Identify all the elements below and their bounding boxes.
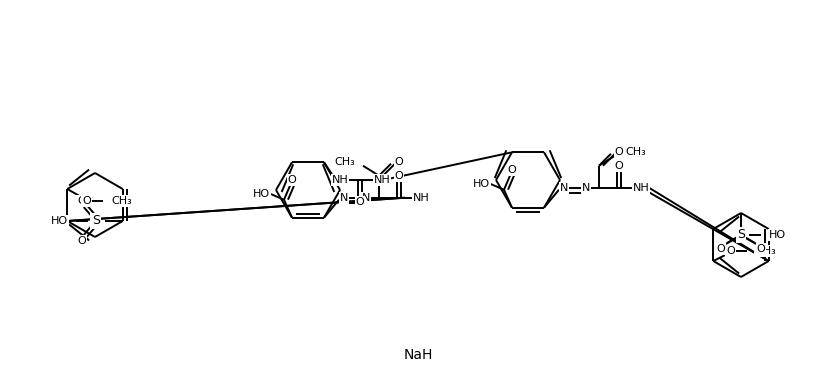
Text: O: O: [82, 196, 90, 206]
Text: CH₃: CH₃: [755, 246, 776, 256]
Text: O: O: [614, 161, 624, 171]
Text: HO: HO: [252, 189, 270, 199]
Text: NH: NH: [374, 175, 390, 185]
Text: O: O: [395, 157, 404, 167]
Text: O: O: [726, 246, 735, 256]
Text: NH: NH: [332, 175, 349, 185]
Text: O: O: [355, 197, 364, 207]
Text: O: O: [288, 175, 297, 185]
Text: O: O: [507, 165, 517, 175]
Text: O: O: [395, 171, 404, 181]
Text: NH: NH: [413, 193, 430, 203]
Text: NaH: NaH: [403, 348, 433, 362]
Text: CH₃: CH₃: [334, 157, 355, 167]
Text: NH: NH: [413, 193, 430, 203]
Text: S: S: [92, 215, 99, 227]
Text: NH: NH: [633, 183, 650, 193]
Text: N: N: [339, 193, 348, 203]
Text: O: O: [614, 147, 624, 157]
Text: N: N: [560, 183, 568, 193]
Text: N: N: [362, 193, 370, 203]
Text: O: O: [78, 236, 86, 246]
Text: O: O: [716, 244, 726, 254]
Text: CH₃: CH₃: [625, 147, 645, 157]
Text: CH₃: CH₃: [111, 196, 132, 206]
Text: O: O: [757, 244, 766, 254]
Text: S: S: [737, 229, 745, 241]
Text: HO: HO: [473, 179, 490, 189]
Text: O: O: [78, 196, 86, 206]
Text: HO: HO: [51, 216, 68, 226]
Text: HO: HO: [769, 230, 786, 240]
Text: N: N: [582, 183, 590, 193]
